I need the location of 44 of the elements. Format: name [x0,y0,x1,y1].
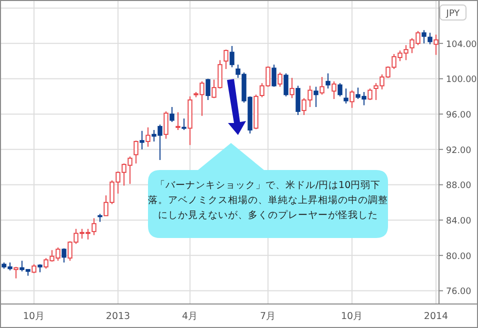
x-tick-label: 7月 [260,311,276,322]
candlestick [344,88,348,104]
candlestick [224,49,228,70]
y-tick-label: 76.00 [446,287,472,298]
candlestick [434,34,438,56]
candlestick [296,85,300,116]
x-tick-label: 10月 [340,311,364,322]
candlestick [170,106,174,123]
candlestick [134,140,138,164]
x-tick-label: 4月 [182,311,198,322]
candlestick [290,77,294,99]
candlestick [314,86,318,108]
candlestick [14,266,18,279]
y-tick-label: 104.00 [446,40,478,50]
y-tick-label: 100.00 [446,75,478,86]
y-axis-title: JPY [445,9,460,19]
candlestick [326,72,330,89]
candlestick [272,64,276,88]
y-tick-label: 92.00 [446,146,472,156]
candlestick [230,46,234,68]
x-tick-label: 2014 [424,311,448,322]
candlestick [176,112,180,130]
candlestick [320,76,324,96]
candlestick [206,78,210,100]
candlestick [338,82,342,97]
candlestick [62,248,66,263]
y-tick-label: 88.00 [446,181,472,192]
candlestick [284,72,288,97]
candlestick [92,218,96,236]
candlestick [332,80,336,100]
candlestick [350,90,354,108]
y-tick-label: 96.00 [446,110,472,121]
annotation: 「バーナンキショック」で、米ドル/円は10円弱下落。アベノミクス相場の、単純な上昇相場の中の調整にしか見えないが、多くのプレーヤーが怪我した [147,179,389,223]
ylabel: JPY [440,4,466,20]
y-tick-label: 84.00 [446,216,472,227]
candlestick [368,88,372,100]
candlestick [146,126,150,148]
candlestick [182,118,186,130]
candlestick [140,130,144,150]
x-tick-label: 2013 [106,311,130,322]
x-tick-label: 10月 [22,311,46,322]
candlestick [278,72,282,88]
candlestick [164,110,168,140]
y-tick-label: 80.00 [446,252,472,262]
